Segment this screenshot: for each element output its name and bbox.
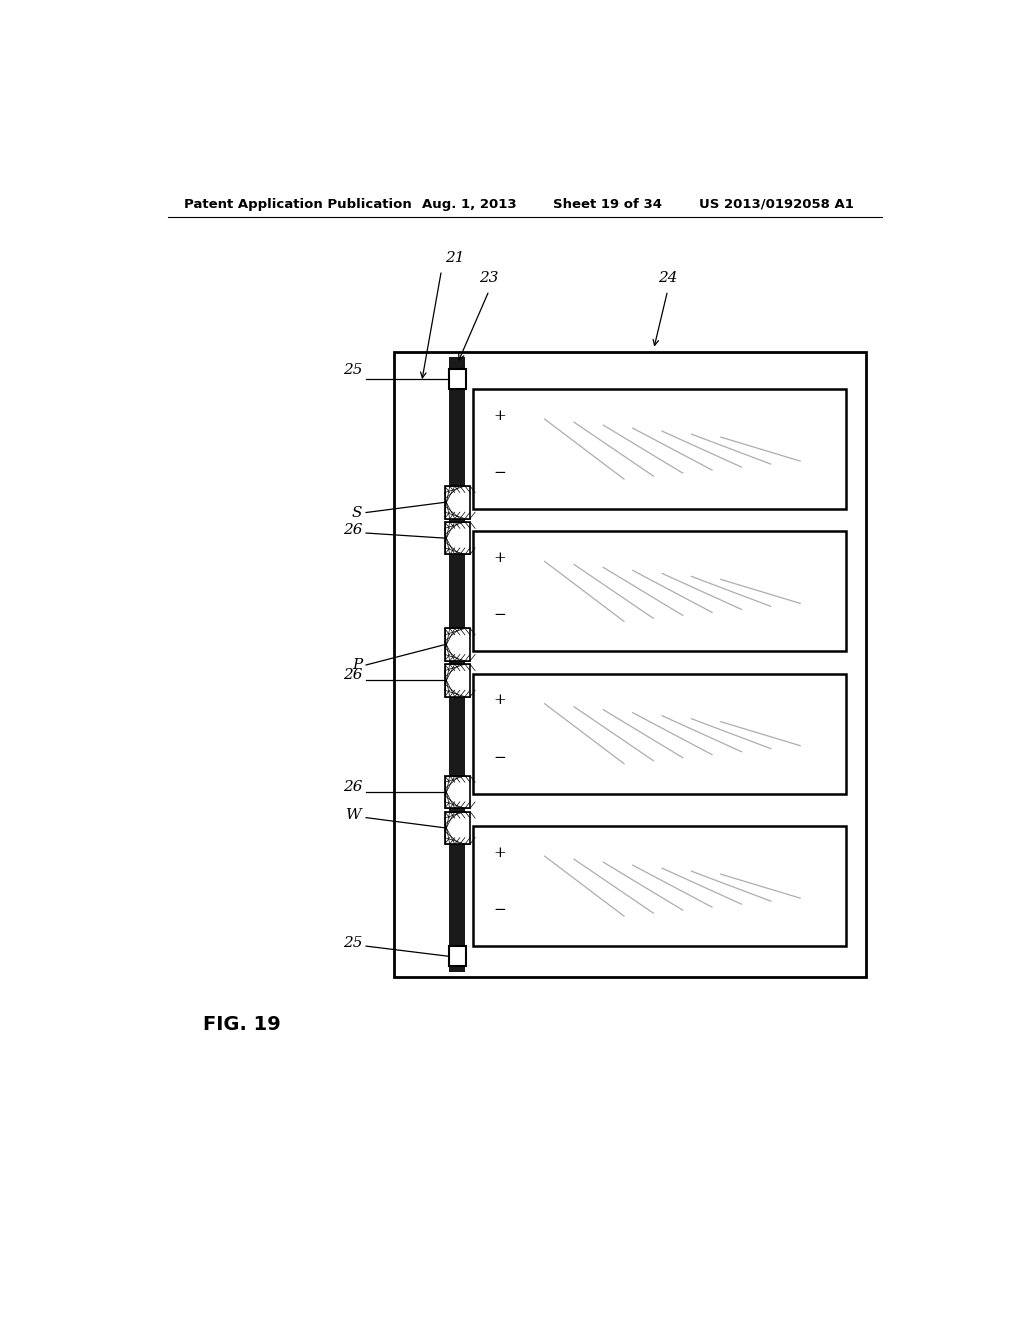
Text: Sheet 19 of 34: Sheet 19 of 34 [553, 198, 662, 211]
Bar [473, 532, 846, 651]
Bar [444, 486, 470, 519]
Bar [444, 628, 470, 661]
Text: Patent Application Publication: Patent Application Publication [183, 198, 412, 211]
Bar [444, 776, 470, 808]
Bar [444, 812, 470, 843]
Text: 26: 26 [343, 780, 362, 793]
Text: +: + [494, 693, 506, 708]
Text: FIG. 19: FIG. 19 [204, 1015, 282, 1034]
Text: P: P [352, 657, 362, 672]
Bar [444, 521, 470, 554]
Text: US 2013/0192058 A1: US 2013/0192058 A1 [699, 198, 854, 211]
Text: 21: 21 [445, 251, 465, 265]
Bar [473, 826, 846, 946]
Text: W: W [346, 808, 362, 821]
Bar [450, 356, 465, 972]
Text: +: + [494, 846, 506, 859]
Text: 25: 25 [343, 363, 362, 378]
Bar [473, 673, 846, 793]
Text: Aug. 1, 2013: Aug. 1, 2013 [422, 198, 516, 211]
Text: −: − [494, 903, 506, 917]
Text: +: + [494, 550, 506, 565]
Text: 26: 26 [343, 668, 362, 682]
Text: +: + [494, 408, 506, 422]
Text: 25: 25 [343, 936, 362, 950]
Text: S: S [351, 506, 362, 520]
Text: −: − [494, 466, 506, 480]
Text: −: − [494, 751, 506, 764]
Text: 23: 23 [479, 272, 499, 285]
Bar [449, 946, 466, 966]
Bar [444, 664, 470, 697]
Text: −: − [494, 609, 506, 622]
Bar [473, 389, 846, 510]
Bar [449, 368, 466, 389]
Bar [394, 351, 866, 977]
Text: 24: 24 [657, 272, 678, 285]
Text: 26: 26 [343, 523, 362, 537]
